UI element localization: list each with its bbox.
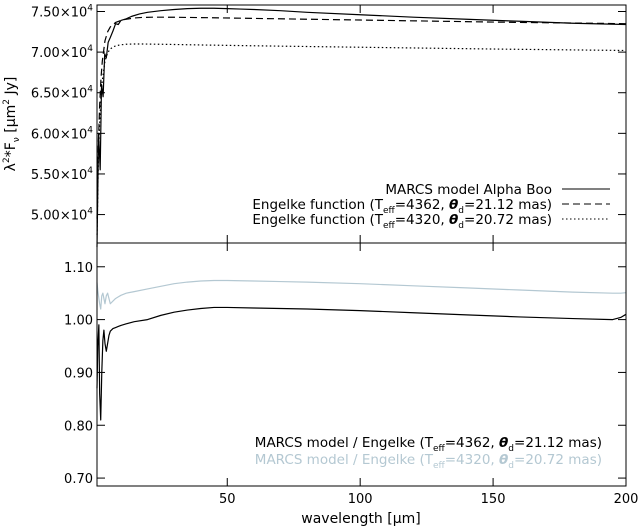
top-series-line-3 xyxy=(96,43,627,235)
bottom-y-tick-label-5: 1.10 xyxy=(64,261,93,276)
top-y-tick-label-3: 6.00×104 xyxy=(31,125,93,142)
bottom-ticks-group: 50 100 150 200 0.70 0.80 0.90 1.00 1.10 xyxy=(64,243,638,507)
top-y-tick-label-2: 5.50×104 xyxy=(31,166,93,183)
x-tick-label-2: 100 xyxy=(348,492,373,507)
top-y-axis-label: λ2*Fν [μm2 Jy] xyxy=(2,77,22,172)
top-y-tick-label-6: 7.50×104 xyxy=(31,3,93,20)
bottom-series-line-1 xyxy=(96,306,627,421)
x-tick-label-4: 200 xyxy=(614,492,639,507)
top-series-group xyxy=(96,7,627,248)
legend-label-ratio-4362: MARCS model / Engelke (Teff=4362, θd=21.… xyxy=(255,435,602,454)
top-legend: MARCS model Alpha Boo Engelke function (… xyxy=(252,182,610,231)
top-y-tick-label-4: 6.50×104 xyxy=(31,85,93,102)
top-panel: 5.00×104 5.50×104 6.00×104 6.50×104 7.00×104… xyxy=(2,3,627,248)
bottom-y-tick-label-2: 0.80 xyxy=(64,419,93,434)
x-tick-label-3: 150 xyxy=(481,492,506,507)
bottom-series-line-2 xyxy=(96,279,627,310)
legend-label-ratio-4320: MARCS model / Engelke (Teff=4320, θd=20.… xyxy=(255,452,602,471)
legend-label-engelke-4362: Engelke function (Teff=4362, θd=21.12 ma… xyxy=(252,197,552,216)
legend-label-marcs: MARCS model Alpha Boo xyxy=(385,182,552,198)
top-y-tick-label-5: 7.00×104 xyxy=(31,44,93,61)
legend-label-engelke-4320: Engelke function (Teff=4320, θd=20.72 ma… xyxy=(252,212,552,231)
x-axis-label: wavelength [μm] xyxy=(301,511,421,527)
bottom-legend: MARCS model / Engelke (Teff=4362, θd=21.… xyxy=(255,435,602,471)
top-series-line-1 xyxy=(96,7,627,248)
bottom-plot-frame xyxy=(96,242,627,487)
bottom-panel: 50 100 150 200 0.70 0.80 0.90 1.00 1.10 waveleng… xyxy=(64,242,638,527)
bottom-y-tick-label-1: 0.70 xyxy=(64,472,93,487)
bottom-y-tick-label-3: 0.90 xyxy=(64,366,93,381)
top-y-tick-label-1: 5.00×104 xyxy=(31,207,93,224)
bottom-y-tick-label-4: 1.00 xyxy=(64,314,93,329)
x-tick-label-1: 50 xyxy=(219,492,236,507)
bottom-series-group xyxy=(96,279,627,421)
top-series-line-2 xyxy=(96,16,627,219)
